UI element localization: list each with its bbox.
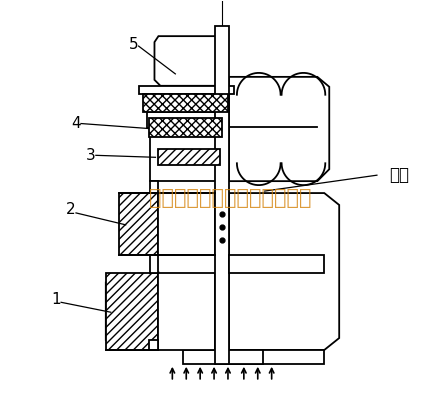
Bar: [215, 26, 229, 364]
Polygon shape: [229, 193, 339, 350]
Text: 5: 5: [129, 37, 138, 52]
Polygon shape: [229, 77, 329, 181]
Bar: [229, 255, 324, 272]
Text: 4: 4: [71, 116, 81, 131]
Bar: [150, 181, 158, 193]
Bar: [119, 193, 158, 255]
Bar: [158, 193, 215, 255]
Bar: [158, 150, 220, 165]
Text: 1: 1: [51, 292, 61, 307]
Text: 阀芯: 阀芯: [389, 166, 409, 184]
Text: 2: 2: [66, 202, 76, 218]
Bar: [158, 272, 215, 350]
Bar: [150, 255, 158, 272]
Bar: [106, 272, 158, 350]
Polygon shape: [106, 272, 158, 350]
Bar: [150, 112, 224, 181]
Polygon shape: [154, 36, 226, 86]
Bar: [149, 118, 222, 137]
Bar: [142, 94, 228, 112]
Bar: [149, 340, 158, 350]
Bar: [229, 350, 324, 364]
Bar: [183, 350, 263, 364]
Text: 东莞市马赫机械设备有限公司: 东莞市马赫机械设备有限公司: [149, 188, 311, 208]
Bar: [146, 112, 226, 127]
Text: 3: 3: [86, 148, 96, 163]
Bar: [138, 86, 234, 94]
